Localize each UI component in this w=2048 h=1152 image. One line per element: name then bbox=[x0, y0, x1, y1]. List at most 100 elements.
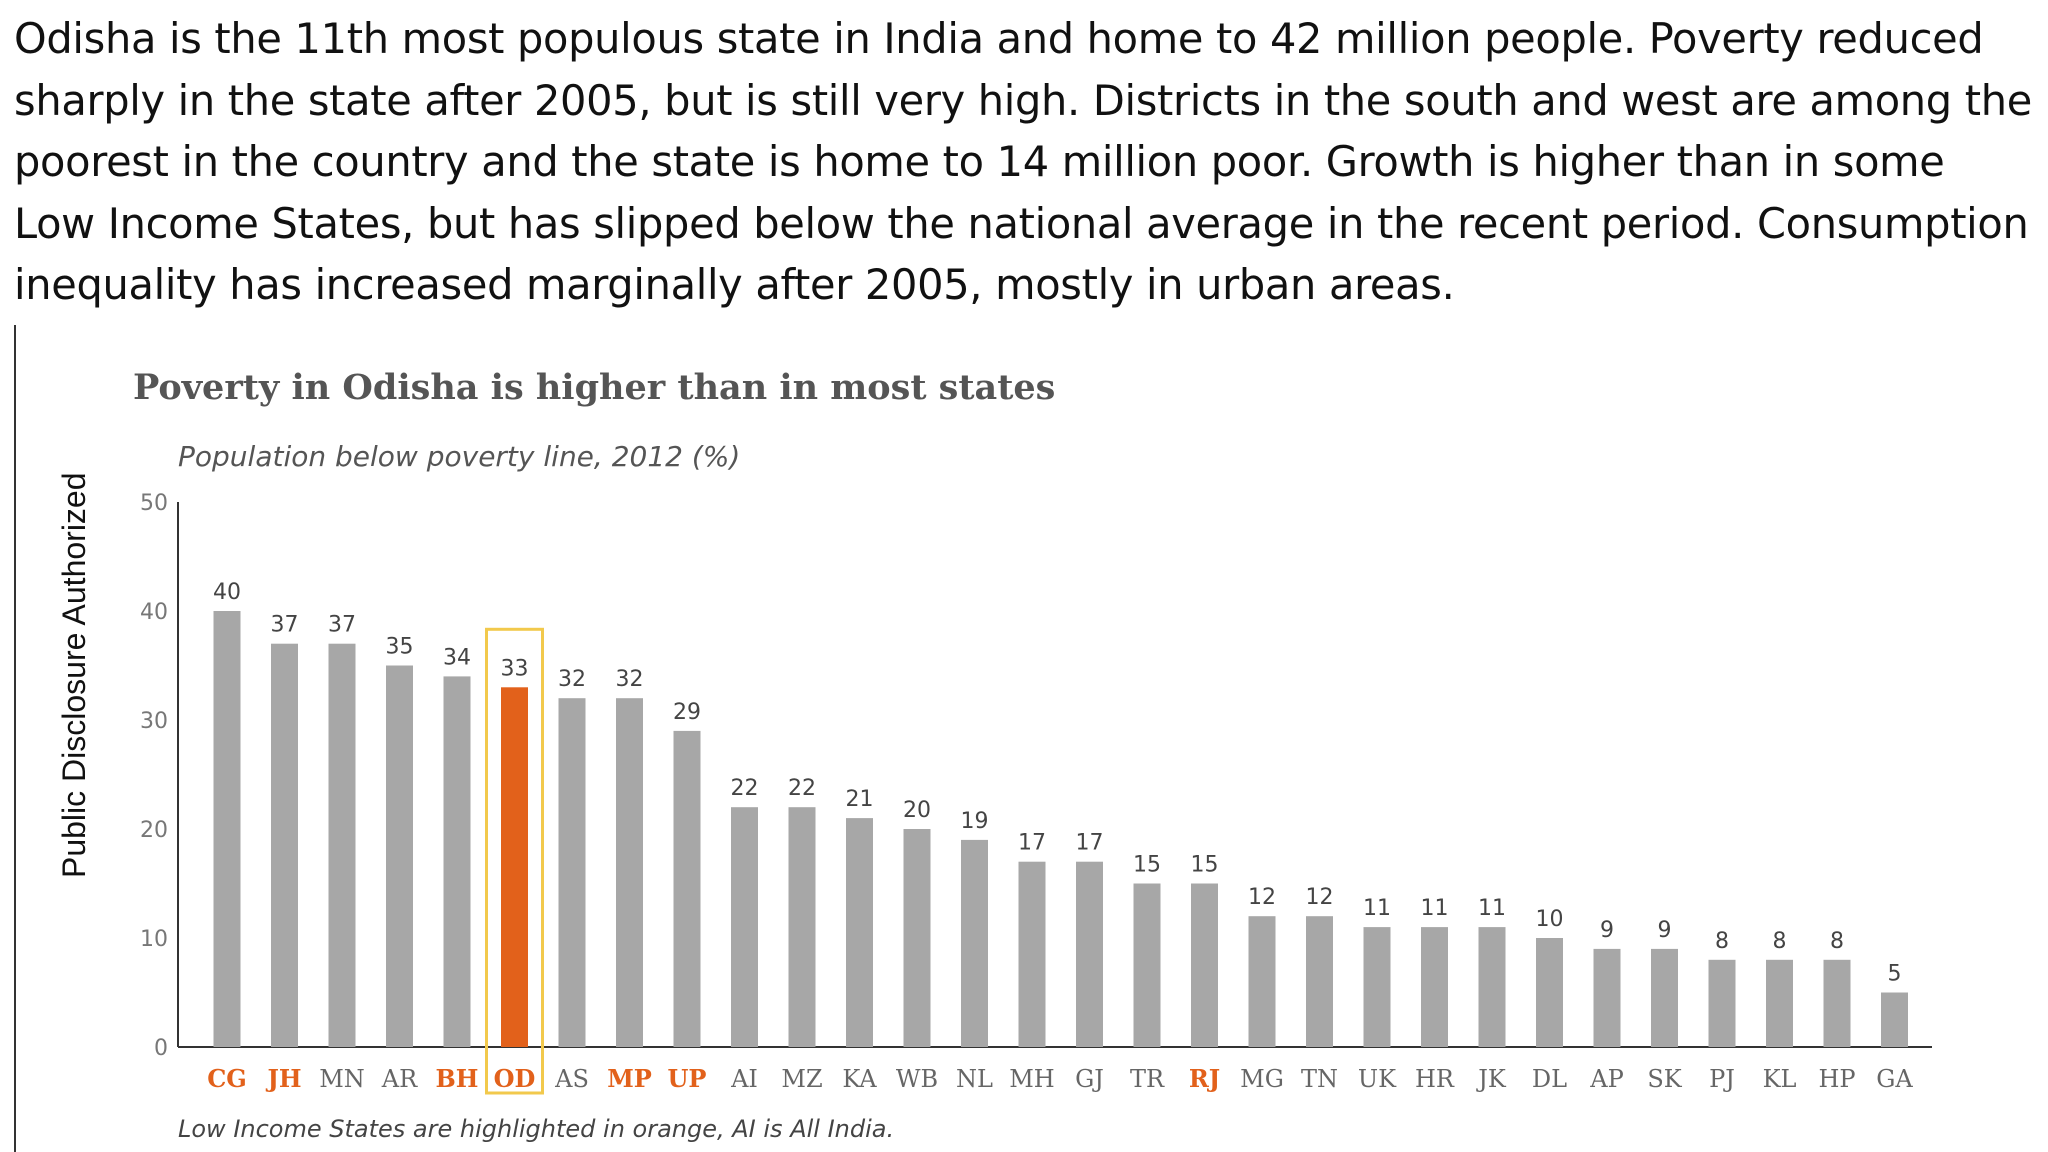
data-label: 15 bbox=[1191, 853, 1219, 878]
y-tick-label: 20 bbox=[140, 818, 168, 843]
category-label: GJ bbox=[1075, 1065, 1104, 1093]
category-label: PJ bbox=[1709, 1065, 1735, 1093]
bar-hr bbox=[1421, 927, 1448, 1047]
data-label: 37 bbox=[271, 613, 299, 638]
category-label: JH bbox=[265, 1064, 301, 1093]
data-label: 8 bbox=[1830, 929, 1844, 954]
category-label: MP bbox=[607, 1064, 652, 1093]
data-label: 34 bbox=[443, 645, 471, 670]
category-label: WB bbox=[896, 1065, 938, 1093]
highlight-box bbox=[485, 627, 544, 1095]
category-label: AP bbox=[1589, 1065, 1623, 1093]
data-label: 10 bbox=[1536, 907, 1564, 932]
data-label: 29 bbox=[673, 700, 701, 725]
category-label: TN bbox=[1301, 1065, 1338, 1093]
y-tick-label: 40 bbox=[140, 600, 168, 625]
bar-sk bbox=[1651, 948, 1678, 1047]
data-label: 22 bbox=[788, 776, 816, 801]
category-label: KL bbox=[1763, 1065, 1797, 1093]
bar-wb bbox=[903, 829, 931, 1047]
data-label: 12 bbox=[1306, 885, 1334, 910]
bar-pj bbox=[1708, 959, 1736, 1047]
data-label: 35 bbox=[386, 635, 414, 660]
y-tick-label: 50 bbox=[140, 491, 168, 516]
bar-od bbox=[501, 687, 528, 1047]
category-label: NL bbox=[956, 1065, 993, 1093]
bar-gj bbox=[1076, 861, 1103, 1047]
bar-ka bbox=[846, 818, 873, 1047]
bar-mg bbox=[1248, 916, 1276, 1047]
data-label: 11 bbox=[1363, 896, 1391, 921]
data-label: 37 bbox=[328, 613, 356, 638]
side-divider bbox=[14, 325, 16, 1152]
bar-tn bbox=[1306, 916, 1333, 1047]
data-label: 12 bbox=[1248, 885, 1276, 910]
category-label: AI bbox=[730, 1065, 758, 1093]
category-label: HP bbox=[1818, 1065, 1855, 1093]
data-label: 15 bbox=[1133, 853, 1161, 878]
data-label: 19 bbox=[961, 809, 989, 834]
data-label: 9 bbox=[1658, 918, 1672, 943]
category-label: JK bbox=[1475, 1065, 1507, 1093]
category-label: MH bbox=[1009, 1065, 1055, 1093]
category-label: AR bbox=[381, 1065, 418, 1093]
bar-mn bbox=[328, 643, 356, 1047]
data-label: 17 bbox=[1018, 831, 1046, 856]
bar-dl bbox=[1536, 938, 1563, 1047]
category-label: AS bbox=[554, 1065, 589, 1093]
bar-hp bbox=[1823, 959, 1851, 1047]
data-label: 5 bbox=[1888, 962, 1902, 987]
data-label: 11 bbox=[1478, 896, 1506, 921]
data-label: 32 bbox=[558, 667, 586, 692]
data-label: 21 bbox=[846, 787, 874, 812]
category-label: UK bbox=[1358, 1065, 1397, 1093]
y-tick-label: 0 bbox=[154, 1036, 168, 1061]
category-label: DL bbox=[1532, 1065, 1567, 1093]
data-label: 33 bbox=[501, 656, 529, 681]
chart-note: Low Income States are highlighted in ora… bbox=[178, 1115, 894, 1143]
bar-jk bbox=[1478, 927, 1506, 1047]
bar-uk bbox=[1363, 927, 1391, 1047]
chart-category-labels: CG JH MN AR BH OD AS MP UP AI MZ KA WB NL MH GJ TR RJ MG TN… bbox=[207, 1064, 1913, 1093]
bar-tr bbox=[1133, 883, 1161, 1047]
y-tick-label: 30 bbox=[140, 709, 168, 734]
bar-rj bbox=[1191, 883, 1218, 1047]
data-label: 11 bbox=[1421, 896, 1449, 921]
category-label: MN bbox=[319, 1065, 365, 1093]
chart-data-labels: 40 37 37 35 34 33 32 32 29 22 22 21 20 19 17 17 15 15 12 12… bbox=[213, 580, 1902, 987]
data-label: 9 bbox=[1600, 918, 1614, 943]
bar-as bbox=[558, 698, 586, 1047]
bar-mp bbox=[616, 698, 643, 1047]
bar-ga bbox=[1881, 992, 1908, 1047]
bar-ai bbox=[731, 807, 758, 1047]
category-label: SK bbox=[1647, 1065, 1682, 1093]
data-label: 22 bbox=[731, 776, 759, 801]
y-tick-label: 10 bbox=[140, 927, 168, 952]
data-label: 8 bbox=[1715, 929, 1729, 954]
bar-mz bbox=[788, 807, 816, 1047]
category-label: KA bbox=[842, 1065, 877, 1093]
category-label: RJ bbox=[1189, 1064, 1220, 1093]
data-label: 32 bbox=[616, 667, 644, 692]
data-label: 40 bbox=[213, 580, 241, 605]
bar-bh bbox=[443, 676, 471, 1047]
data-label: 20 bbox=[903, 798, 931, 823]
category-label: UP bbox=[668, 1064, 707, 1093]
category-label: CG bbox=[207, 1064, 247, 1093]
bar-cg bbox=[213, 611, 241, 1047]
data-label: 17 bbox=[1076, 831, 1104, 856]
category-label: TR bbox=[1130, 1065, 1165, 1093]
bar-mh bbox=[1018, 861, 1046, 1047]
category-label: BH bbox=[436, 1064, 479, 1093]
category-label: HR bbox=[1415, 1065, 1455, 1093]
bar-kl bbox=[1766, 959, 1793, 1047]
category-label: OD bbox=[494, 1064, 536, 1093]
bar-ap bbox=[1593, 948, 1621, 1047]
chart-bars bbox=[213, 611, 1908, 1095]
bar-jh bbox=[271, 643, 298, 1047]
bar-ar bbox=[386, 665, 413, 1047]
category-label: MG bbox=[1240, 1065, 1284, 1093]
bar-up bbox=[673, 730, 701, 1047]
category-label: MZ bbox=[781, 1065, 822, 1093]
